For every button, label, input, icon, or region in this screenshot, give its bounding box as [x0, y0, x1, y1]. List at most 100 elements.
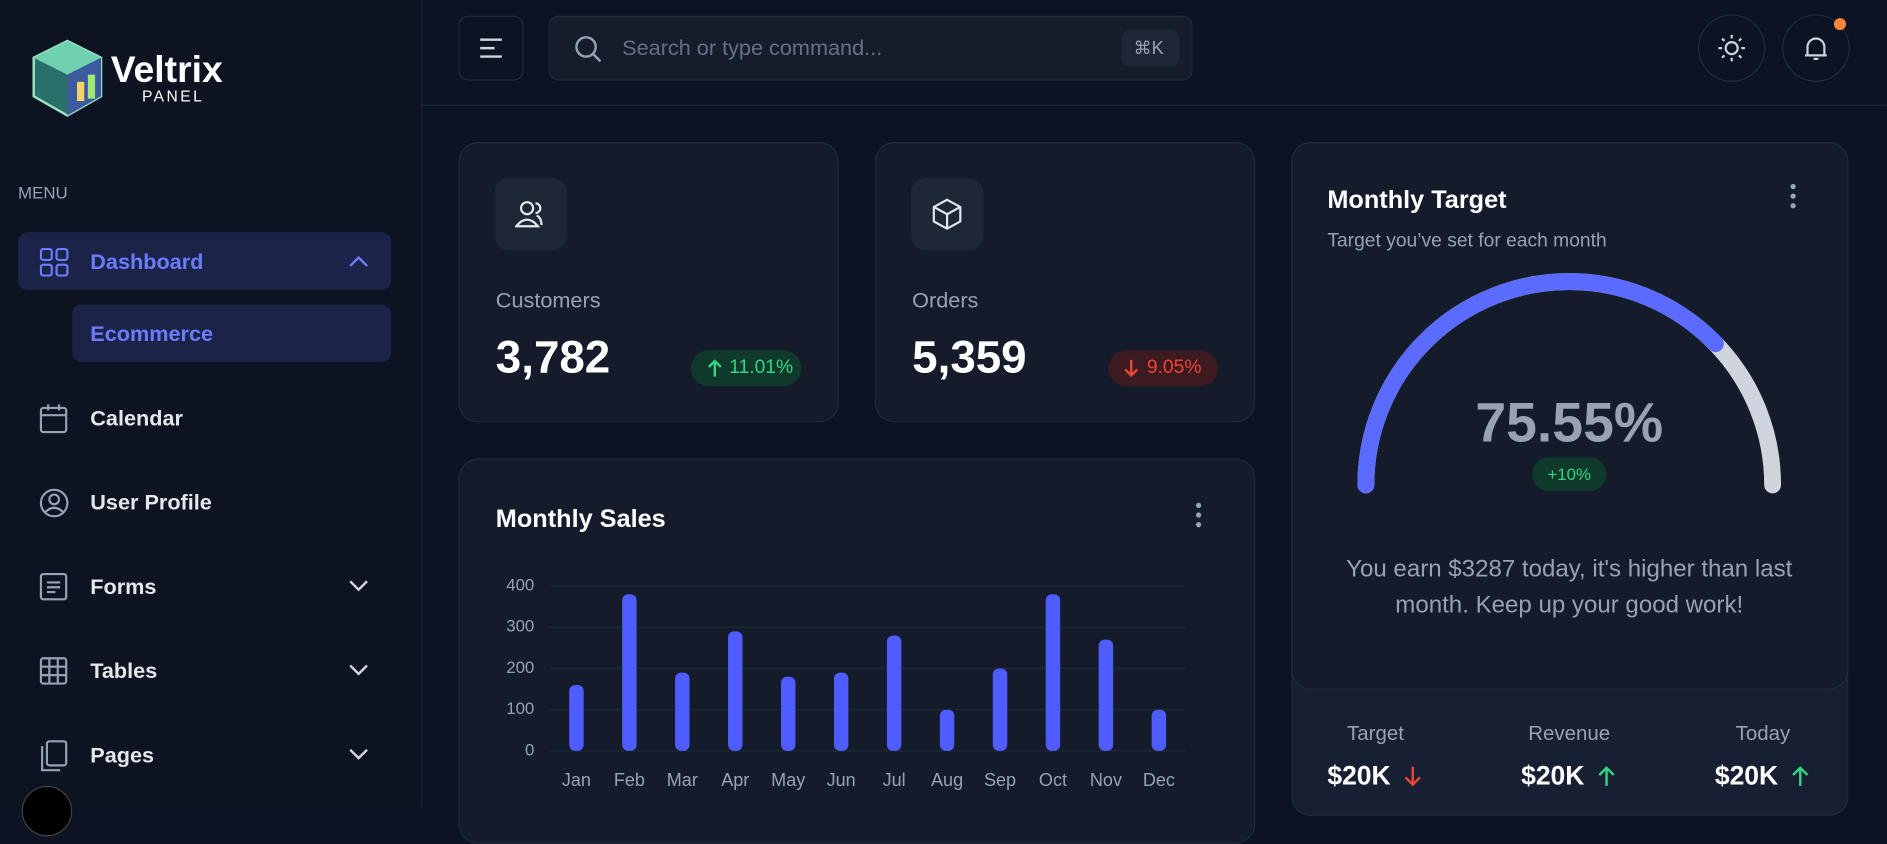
- gauge-progress: [1357, 273, 1724, 494]
- forms-icon: [39, 572, 68, 601]
- bar: [992, 668, 1008, 751]
- calendar-icon: [39, 404, 68, 434]
- change-label: 9.05%: [1146, 357, 1202, 378]
- x-tick-label: Sep: [984, 770, 1016, 790]
- arrow-down: [1404, 766, 1421, 787]
- theme-toggle[interactable]: [1697, 14, 1766, 82]
- dashboard-icon: [39, 248, 69, 277]
- x-tick-label: Jan: [562, 770, 591, 790]
- summary-value: $20K: [1714, 760, 1779, 791]
- header-border: [422, 104, 1887, 106]
- logo-icon: [32, 39, 103, 117]
- chart-layer: 0 100 200 300 400 Jan Feb Mar Apr May Jun Jul Aug Sep…: [506, 273, 1782, 790]
- more-button[interactable]: [1786, 183, 1800, 209]
- search-box[interactable]: [548, 15, 1193, 81]
- nav-label[interactable]: User Profile: [90, 490, 212, 515]
- tables-icon: [39, 657, 68, 685]
- x-tick-label: Jul: [883, 770, 906, 790]
- nav-label[interactable]: Calendar: [90, 406, 183, 431]
- notifications[interactable]: [1782, 14, 1850, 82]
- logo-subtitle: PANEL: [142, 87, 205, 106]
- bell-icon: [1805, 37, 1827, 61]
- menu-heading: MENU: [18, 182, 68, 203]
- arrow-up: [707, 359, 722, 377]
- summary-label: Today: [1735, 722, 1791, 745]
- summary-value: $20K: [1327, 760, 1391, 791]
- stat-value: 5,359: [912, 332, 1027, 384]
- chevron-down: [349, 580, 368, 592]
- bar: [622, 594, 637, 751]
- bar: [939, 709, 955, 751]
- x-tick-label: Feb: [614, 770, 645, 790]
- bar: [781, 676, 796, 751]
- y-tick-label: 100: [506, 699, 534, 718]
- menu-icon: [480, 38, 502, 58]
- change-badge: [1108, 350, 1218, 387]
- chevron-up: [349, 255, 368, 267]
- summary-label: Revenue: [1528, 722, 1611, 745]
- notification-dot: [1833, 18, 1847, 31]
- change-label: 11.01%: [729, 357, 794, 378]
- more-button[interactable]: [1191, 502, 1205, 528]
- stat-label: Customers: [495, 288, 601, 313]
- pages-icon: [41, 740, 68, 772]
- y-tick-label: 0: [525, 740, 534, 759]
- y-tick-label: 400: [506, 576, 534, 595]
- x-tick-label: Aug: [931, 770, 963, 790]
- shortcut-label: ⌘K: [1133, 38, 1164, 59]
- shortcut-box: [1121, 30, 1180, 67]
- user-icon: [39, 488, 69, 518]
- nav-label[interactable]: Dashboard: [90, 249, 204, 274]
- nav-label[interactable]: Pages: [90, 743, 155, 768]
- box-icon: [932, 198, 962, 230]
- logo-title: Veltrix: [110, 48, 223, 91]
- search-icon: [575, 36, 602, 63]
- sales-card: [458, 458, 1256, 844]
- summary-value: $20K: [1521, 760, 1585, 791]
- x-tick-label: Oct: [1039, 770, 1067, 790]
- bar: [886, 635, 902, 751]
- bar: [675, 672, 690, 751]
- target-value: 75.55%: [1475, 391, 1664, 454]
- bar: [1098, 639, 1114, 751]
- nav-item-active[interactable]: [18, 232, 392, 291]
- users-icon: [515, 201, 543, 228]
- target-change: +10%: [1547, 464, 1592, 484]
- search-placeholder: Search or type command...: [622, 35, 883, 60]
- x-tick-label: Apr: [721, 770, 749, 790]
- arrow-up: [1598, 766, 1615, 786]
- x-tick-label: Nov: [1090, 770, 1122, 790]
- target-subtitle: Target you’ve set for each month: [1327, 231, 1607, 252]
- x-tick-label: Jun: [827, 770, 856, 790]
- chevron-down: [349, 664, 368, 676]
- y-tick-label: 200: [506, 658, 534, 677]
- x-tick-label: Dec: [1143, 770, 1175, 790]
- stat-value: 3,782: [495, 332, 611, 384]
- menu-toggle[interactable]: [458, 15, 524, 81]
- sidebar: [0, 0, 423, 808]
- chart-title: Monthly Sales: [495, 505, 666, 534]
- stat-label: Orders: [912, 288, 979, 313]
- subnav-item-active[interactable]: [72, 304, 392, 363]
- arrow-up: [1792, 766, 1809, 786]
- target-badge: [1531, 457, 1607, 491]
- x-tick-label: Mar: [667, 770, 698, 790]
- y-tick-label: 300: [506, 617, 534, 636]
- nav-label[interactable]: Tables: [90, 658, 158, 683]
- bar: [1045, 594, 1061, 751]
- subnav-label[interactable]: Ecommerce: [90, 321, 214, 346]
- bar: [833, 672, 849, 751]
- bar: [1151, 709, 1167, 751]
- change-badge: [690, 350, 802, 387]
- x-tick-label: May: [771, 770, 805, 790]
- summary-label: Target: [1347, 722, 1404, 745]
- arrow-down: [1124, 359, 1139, 378]
- sun-icon: [1718, 34, 1745, 62]
- nav-label[interactable]: Forms: [90, 574, 157, 599]
- bar: [569, 684, 584, 751]
- bar: [728, 631, 743, 751]
- target-message: You earn $3287 today, it's higher than l…: [1346, 555, 1793, 619]
- gauge-track: [1357, 273, 1782, 494]
- target-title: Monthly Target: [1327, 186, 1507, 215]
